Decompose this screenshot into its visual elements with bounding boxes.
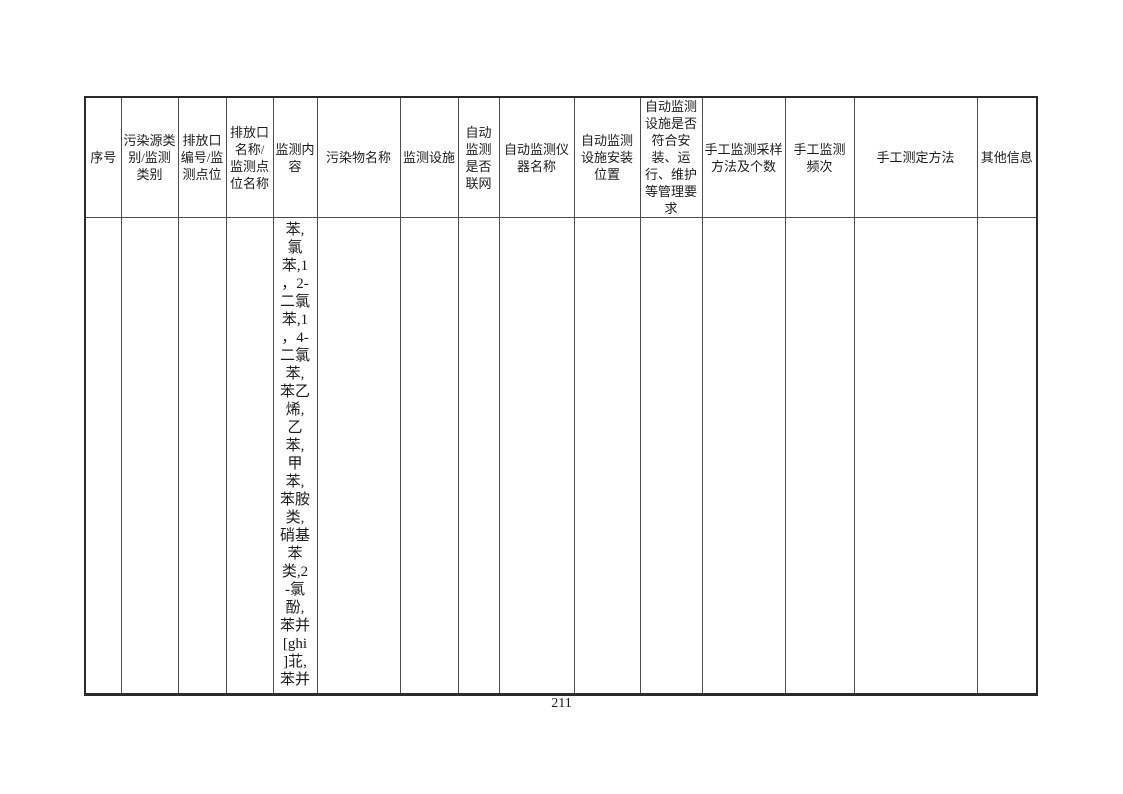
cell-auto-monitoring-networked <box>457 217 500 696</box>
column-header-monitoring-content: 监测内容 <box>272 96 318 218</box>
column-header-pollution-source-category: 污染源类别/监测类别 <box>120 96 179 218</box>
cell-manual-monitoring-frequency <box>784 217 855 696</box>
cell-manual-determination-method <box>853 217 978 696</box>
column-header-outlet-name: 排放口名称/监测点位名称 <box>225 96 274 218</box>
cell-other-info <box>976 217 1038 696</box>
column-header-auto-monitoring-instrument: 自动监测仪器名称 <box>498 96 575 218</box>
column-header-auto-monitoring-install-location: 自动监测设施安装位置 <box>573 96 641 218</box>
column-header-manual-sampling-method-count: 手工监测采样方法及个数 <box>701 96 786 218</box>
cell-auto-monitoring-install-location <box>573 217 641 696</box>
cell-auto-monitoring-instrument <box>498 217 575 696</box>
cell-seq <box>84 217 122 696</box>
cell-manual-sampling-method-count <box>701 217 786 696</box>
cell-outlet-name <box>225 217 274 696</box>
column-header-outlet-code: 排放口编号/监测点位 <box>177 96 227 218</box>
table-row: 苯, 氯 苯,1 ，2- 二氯 苯,1 ，4- 二氯 苯, 苯乙 烯, 乙 苯,… <box>84 217 1038 696</box>
cell-pollutant-name <box>316 217 401 696</box>
column-header-auto-monitoring-networked: 自动监测是否联网 <box>457 96 500 218</box>
cell-pollution-source-category <box>120 217 179 696</box>
monitoring-table: 序号 污染源类别/监测类别 排放口编号/监测点位 排放口名称/监测点位名称 监测… <box>84 96 1038 696</box>
column-header-manual-determination-method: 手工测定方法 <box>853 96 978 218</box>
cell-monitoring-facility <box>399 217 459 696</box>
cell-outlet-code <box>177 217 227 696</box>
cell-monitoring-content: 苯, 氯 苯,1 ，2- 二氯 苯,1 ，4- 二氯 苯, 苯乙 烯, 乙 苯,… <box>272 217 318 696</box>
table-header-row: 序号 污染源类别/监测类别 排放口编号/监测点位 排放口名称/监测点位名称 监测… <box>84 96 1038 218</box>
column-header-auto-monitoring-compliance: 自动监测设施是否符合安装、运行、维护等管理要求 <box>639 96 703 218</box>
page-number: 211 <box>551 696 572 711</box>
cell-auto-monitoring-compliance <box>639 217 703 696</box>
column-header-manual-monitoring-frequency: 手工监测频次 <box>784 96 855 218</box>
column-header-pollutant-name: 污染物名称 <box>316 96 401 218</box>
column-header-monitoring-facility: 监测设施 <box>399 96 459 218</box>
column-header-seq: 序号 <box>84 96 122 218</box>
column-header-other-info: 其他信息 <box>976 96 1038 218</box>
